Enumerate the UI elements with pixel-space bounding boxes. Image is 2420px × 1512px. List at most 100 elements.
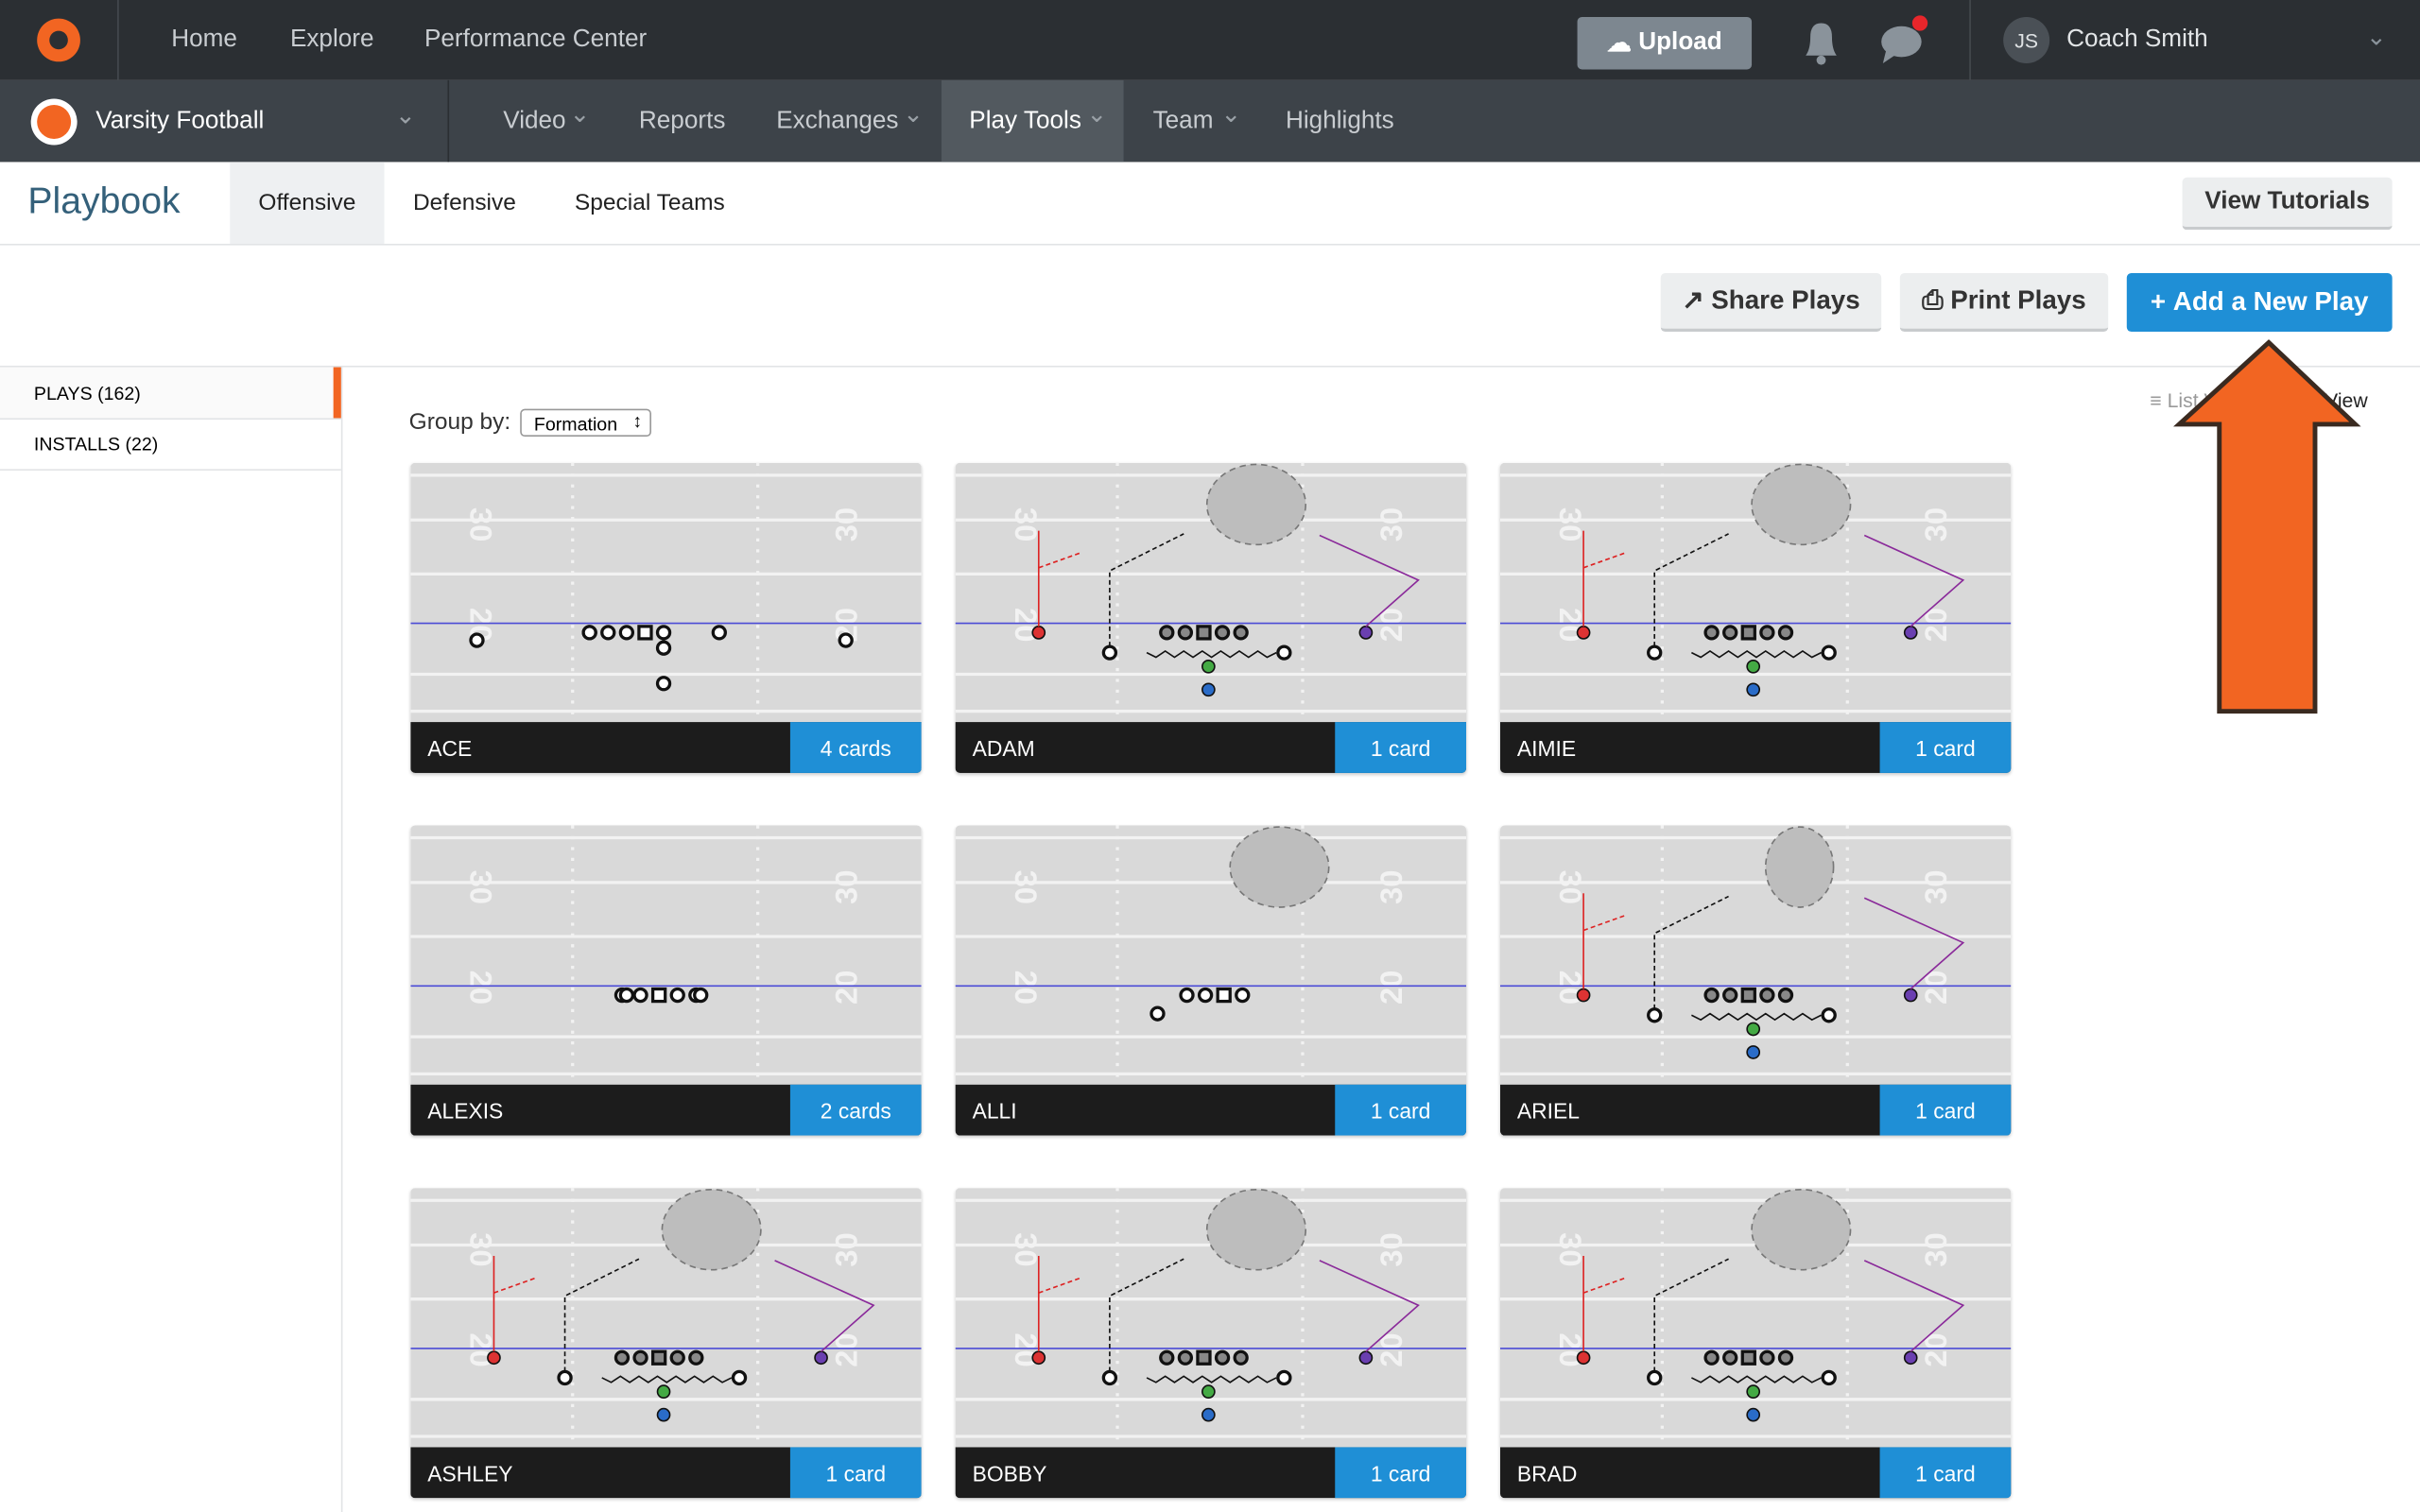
play-card[interactable]: 30 30 20 20 ALLI 1 card: [955, 825, 1467, 1136]
player: [650, 1349, 667, 1366]
card-footer[interactable]: ADAM 1 card: [955, 722, 1467, 773]
card-count[interactable]: 1 card: [1335, 722, 1467, 773]
player: [1821, 1369, 1837, 1386]
nav-link[interactable]: Explore: [289, 26, 374, 53]
nav-link[interactable]: Performance Center: [424, 26, 648, 53]
card-count[interactable]: 1 card: [1879, 1447, 2012, 1499]
sub-nav-link[interactable]: Exchanges: [776, 108, 899, 135]
route: [1863, 534, 1965, 627]
sub-nav-link[interactable]: Play Tools: [969, 108, 1081, 135]
field-number: 20: [1918, 971, 1953, 1005]
player: [469, 632, 485, 648]
field-number: 30: [1009, 1232, 1044, 1266]
player: [1759, 1349, 1775, 1366]
player: [1821, 1007, 1837, 1023]
field-number: 30: [463, 870, 498, 904]
sub-nav-link[interactable]: Video: [503, 108, 566, 135]
card-footer[interactable]: ASHLEY 1 card: [410, 1447, 922, 1499]
play-card[interactable]: 30 30 20 20 ADAM 1 card: [955, 462, 1467, 773]
card-footer[interactable]: AIMIE 1 card: [1499, 722, 2012, 773]
tab[interactable]: Offensive: [230, 162, 385, 244]
card-count[interactable]: 1 card: [1879, 722, 2012, 773]
sub-nav-link[interactable]: Team: [1152, 108, 1214, 135]
field-number: 20: [1374, 1332, 1409, 1366]
play-card[interactable]: 30 30 20 20 ACE 4 cards: [410, 462, 922, 773]
sub-bar: Varsity Football ⌄ Video ⌄ Reports Exchange…: [0, 79, 2420, 163]
group-select[interactable]: Formation ↕: [520, 408, 651, 438]
tutorials-button[interactable]: View Tutorials: [2182, 177, 2393, 231]
sidebar-item[interactable]: INSTALLS (22): [0, 418, 341, 471]
team-name[interactable]: Varsity Football: [95, 108, 265, 135]
card-count[interactable]: 1 card: [1879, 1084, 2012, 1136]
defender-zone: [1205, 463, 1307, 546]
play-card[interactable]: 30 30 20 20 ASHLEY 1 card: [410, 1188, 922, 1499]
tab-label: Defensive: [412, 189, 516, 216]
defender-zone: [1764, 826, 1835, 908]
card-count[interactable]: 1 card: [1335, 1084, 1467, 1136]
player: [1276, 644, 1292, 661]
card-footer[interactable]: BRAD 1 card: [1499, 1447, 2012, 1499]
defender-zone: [1751, 1188, 1852, 1271]
add-play-button[interactable]: + Add a New Play: [2126, 272, 2393, 333]
add-label: Add a New Play: [2172, 286, 2369, 317]
nav-link[interactable]: Home: [171, 26, 237, 53]
tab[interactable]: Defensive: [385, 162, 545, 244]
player: [1201, 1407, 1216, 1422]
player: [1214, 625, 1231, 641]
player: [1179, 987, 1195, 1004]
user-chevron[interactable]: ⌄: [2365, 25, 2387, 51]
card-count[interactable]: 1 card: [1335, 1447, 1467, 1499]
card-count[interactable]: 2 cards: [789, 1084, 922, 1136]
upload-button[interactable]: ☁ Upload: [1577, 16, 1753, 70]
play-card[interactable]: 30 30 20 20 BOBBY 1 card: [955, 1188, 1467, 1499]
field-number: 30: [463, 507, 498, 541]
print-button[interactable]: ⎙ Print Plays: [1899, 272, 2109, 333]
chat-icon[interactable]: [1876, 12, 1932, 68]
team-chevron[interactable]: ⌄: [394, 103, 416, 130]
card-footer[interactable]: ALLI 1 card: [955, 1084, 1467, 1136]
route: [1653, 1258, 1729, 1372]
card-footer[interactable]: ALEXIS 2 cards: [410, 1084, 922, 1136]
avatar[interactable]: JS: [2003, 16, 2050, 63]
play-card[interactable]: 30 30 20 20 AIMIE 1 card: [1499, 462, 2012, 773]
user-name[interactable]: Coach Smith: [2066, 26, 2208, 53]
player: [1746, 1045, 1761, 1059]
card-footer[interactable]: ARIEL 1 card: [1499, 1084, 2012, 1136]
player: [614, 1349, 631, 1366]
card-count[interactable]: 4 cards: [789, 722, 922, 773]
player: [1196, 625, 1212, 641]
player: [1358, 1350, 1374, 1366]
highlight-arrow: [2172, 339, 2361, 714]
sidebar-item[interactable]: PLAYS (162): [0, 367, 341, 421]
route: [1146, 1375, 1277, 1383]
sub-nav-link[interactable]: Highlights: [1285, 108, 1394, 135]
tab[interactable]: Special Teams: [544, 162, 754, 244]
play-card[interactable]: 30 30 20 20 BRAD 1 card: [1499, 1188, 2012, 1499]
sidebar: PLAYS (162) INSTALLS (22): [0, 367, 343, 1512]
field-number: 30: [1918, 507, 1953, 541]
player: [688, 1349, 704, 1366]
route: [1863, 897, 1965, 990]
field-number: 20: [1009, 971, 1044, 1005]
share-button[interactable]: ↗ Share Plays: [1660, 272, 1882, 333]
player: [1233, 625, 1249, 641]
play-card[interactable]: 30 30 20 20 ARIEL 1 card: [1499, 825, 2012, 1136]
play-name: BRAD: [1516, 1461, 1578, 1486]
route: [563, 1258, 640, 1372]
card-footer[interactable]: BOBBY 1 card: [955, 1447, 1467, 1499]
route: [601, 1375, 733, 1383]
play-name: ALEXIS: [427, 1098, 504, 1124]
route: [1319, 534, 1420, 627]
chevron: ⌄: [903, 101, 924, 129]
player: [693, 987, 709, 1004]
field: [1499, 825, 2012, 1085]
bell-icon[interactable]: [1796, 15, 1845, 68]
play-card[interactable]: 30 30 20 20 ALEXIS 2 cards: [410, 825, 922, 1136]
card-footer[interactable]: ACE 4 cards: [410, 722, 922, 773]
card-count[interactable]: 1 card: [789, 1447, 922, 1499]
field-number: 20: [1374, 971, 1409, 1005]
player: [1031, 626, 1046, 640]
sub-nav-link[interactable]: Reports: [638, 108, 726, 135]
